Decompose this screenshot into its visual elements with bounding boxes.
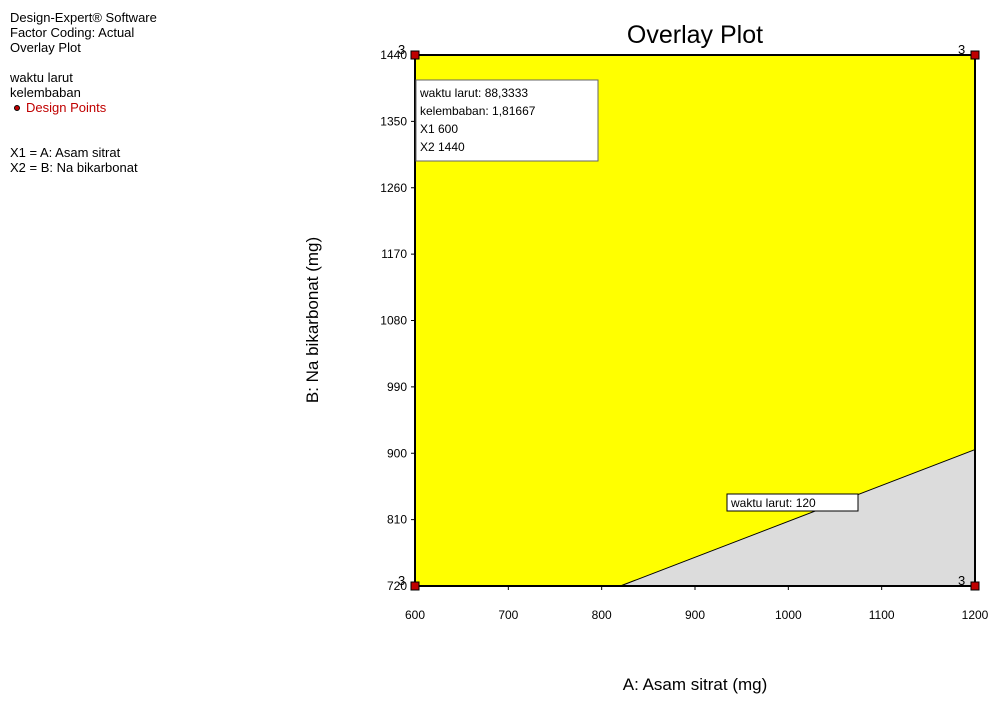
design-point-count: 3 <box>398 573 405 588</box>
y-tick-label: 1440 <box>380 48 407 62</box>
design-point <box>410 50 420 60</box>
flag-line: X2 1440 <box>420 140 465 154</box>
y-axis: 720 810 900 990 1080 1170 1260 1350 1440 <box>380 48 415 593</box>
design-point-count: 3 <box>398 42 405 57</box>
design-point-count: 3 <box>958 42 965 57</box>
x-axis: 600 700 800 900 1000 1100 1200 <box>405 586 989 622</box>
y-tick-label: 720 <box>387 579 407 593</box>
design-point-icon <box>14 105 20 111</box>
x-tick-label: 900 <box>685 608 705 622</box>
y-axis-label: B: Na bikarbonat (mg) <box>303 237 322 403</box>
x-tick-label: 1100 <box>869 608 895 622</box>
y-tick-label: 1260 <box>380 181 407 195</box>
x-tick-label: 800 <box>592 608 612 622</box>
y-tick-label: 900 <box>387 446 407 460</box>
x1-definition: X1 = A: Asam sitrat <box>10 145 121 160</box>
x2-definition: X2 = B: Na bikarbonat <box>10 160 138 175</box>
side-panel: Design-Expert® Software Factor Coding: A… <box>10 10 157 175</box>
x-tick-label: 1000 <box>775 608 802 622</box>
flag-line: X1 600 <box>420 122 458 136</box>
design-point-count: 3 <box>958 573 965 588</box>
x-tick-label: 700 <box>498 608 518 622</box>
y-tick-label: 1080 <box>380 314 407 328</box>
response-1-label: waktu larut <box>10 70 73 85</box>
design-points: 3 3 3 3 <box>398 42 980 591</box>
flag-box-border <box>415 79 599 162</box>
flag-box: waktu larut: 88,3333 kelembaban: 1,81667 X… <box>415 79 599 162</box>
response-2-label: kelembaban <box>10 85 81 100</box>
x-tick-label: 1200 <box>962 608 989 622</box>
software-name: Design-Expert® Software <box>10 10 157 25</box>
flag-line: kelembaban: 1,81667 <box>420 104 536 118</box>
plot-name: Overlay Plot <box>10 40 81 55</box>
design-point <box>970 581 980 591</box>
x-axis-label: A: Asam sitrat (mg) <box>623 675 768 694</box>
boundary-line <box>620 449 976 587</box>
design-point <box>970 50 980 60</box>
design-points-label: Design Points <box>26 100 107 115</box>
design-points-legend: Design Points <box>14 100 157 115</box>
y-tick-label: 1170 <box>381 247 407 261</box>
boundary-label-group: waktu larut: 120 <box>726 493 859 512</box>
y-tick-label: 990 <box>387 380 407 394</box>
y-tick-label: 1350 <box>380 114 407 128</box>
boundary-label: waktu larut: 120 <box>730 496 816 510</box>
factor-coding: Factor Coding: Actual <box>10 25 135 40</box>
x-tick-label: 600 <box>405 608 425 622</box>
chart-title: Overlay Plot <box>627 21 763 49</box>
y-tick-label: 810 <box>387 513 407 527</box>
design-point <box>410 581 420 591</box>
flag-line: waktu larut: 88,3333 <box>419 86 528 100</box>
boundary-label-box <box>726 493 859 512</box>
